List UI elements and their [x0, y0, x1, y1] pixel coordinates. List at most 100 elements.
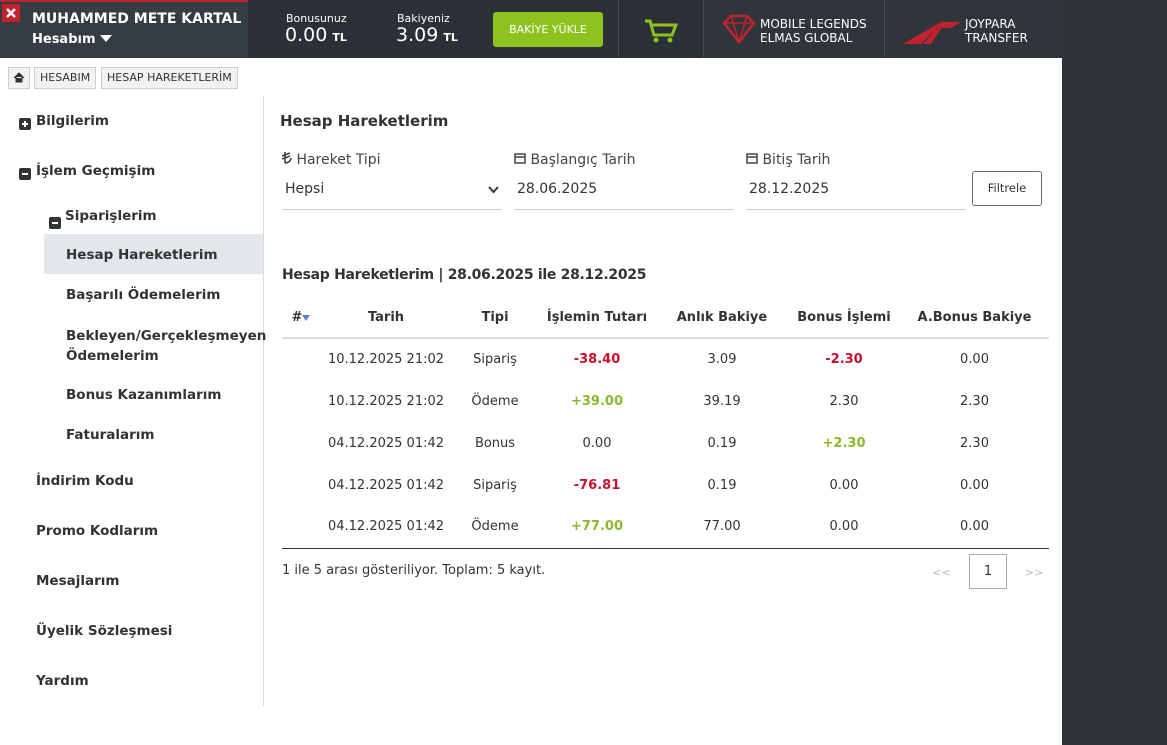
- table-cell: Ödeme: [471, 519, 519, 535]
- account-menu-label: Hesabım: [32, 32, 96, 47]
- table-summary: 1 ile 5 arası gösteriliyor. Toplam: 5 ka…: [282, 563, 546, 578]
- header-row: # Tarih Tipi İşlemin Tutarı Anlık Bakiye Bonu…: [282, 297, 1049, 339]
- close-icon[interactable]: [2, 4, 20, 22]
- sidebar-subitem[interactable]: Bekleyen/Gerçekleşmeyen Ödemelerim: [44, 316, 267, 376]
- table-cell: [282, 380, 320, 422]
- sidebar-item[interactable]: Promo Kodlarım: [36, 523, 159, 539]
- topup-button[interactable]: BAKİYE YÜKLE: [493, 12, 603, 47]
- divider: [618, 0, 619, 58]
- table-cell: [282, 464, 320, 506]
- promo-line: MOBILE LEGENDS: [760, 17, 867, 31]
- cart-icon[interactable]: [644, 18, 678, 44]
- filter-label: Hareket Tipi: [281, 152, 502, 168]
- table-cell: 0.19: [707, 435, 737, 451]
- column-header-label: Tarih: [367, 309, 405, 325]
- sidebar-item[interactable]: Mesajlarım: [36, 573, 120, 589]
- end-input[interactable]: 28.12.2025: [746, 176, 966, 210]
- filter-button[interactable]: Filtrele: [972, 171, 1042, 206]
- sidebar-item[interactable]: İndirim Kodu: [36, 473, 134, 489]
- breadcrumb-item[interactable]: HESABIM: [34, 67, 97, 89]
- sidebar-subitem[interactable]: Bonus Kazanımlarım: [44, 374, 263, 414]
- main-panel: [0, 58, 1062, 745]
- breadcrumb-home[interactable]: [8, 67, 30, 89]
- transactions-table: # Tarih Tipi İşlemin Tutarı Anlık Bakiye Bonu…: [282, 297, 1049, 549]
- bonus-amount: 0.00: [285, 24, 328, 46]
- table-cell: 3.09: [707, 352, 737, 367]
- bonus-balance: 0.00 TL: [285, 24, 347, 46]
- type-filter: Hareket Tipi Hepsi: [281, 152, 502, 210]
- table-cell: +2.30: [822, 435, 866, 451]
- pagination-prev[interactable]: <<: [932, 566, 951, 579]
- column-header-label: Anlık Bakiye: [676, 309, 768, 325]
- user-block: MUHAMMED METE KARTAL Hesabım: [0, 0, 248, 58]
- filter-label-text: Başlangıç Tarih: [530, 152, 636, 168]
- table-cell: 0.00: [829, 477, 859, 493]
- column-header[interactable]: #: [282, 297, 320, 339]
- table-cell: 39.19: [703, 393, 741, 409]
- column-header-label: Tipi: [481, 309, 509, 325]
- promo-mlbb[interactable]: MOBILE LEGENDS ELMAS GLOBAL: [703, 0, 883, 58]
- filter-label: Bitiş Tarih: [746, 152, 966, 168]
- toggle-icon: [19, 165, 31, 184]
- sidebar-subitem[interactable]: Hesap Hareketlerim: [44, 234, 263, 274]
- filter-label-text: Hareket Tipi: [296, 152, 381, 168]
- pagination-page[interactable]: 1: [969, 554, 1007, 589]
- content-title: Hesap Hareketlerim: [280, 112, 449, 130]
- sidebar-subitem-label: Hesap Hareketlerim: [66, 247, 218, 263]
- sidebar-subitem-label: Bonus Kazanımlarım: [66, 387, 222, 403]
- table-cell: -76.81: [573, 477, 621, 493]
- table-cell: 04.12.2025 01:42: [327, 477, 445, 493]
- sidebar-item[interactable]: Üyelik Sözleşmesi: [36, 623, 173, 639]
- filter-label-text: Bitiş Tarih: [762, 152, 831, 168]
- table-cell: 0.00: [829, 519, 859, 535]
- sidebar-subitem-label: Bekleyen/Gerçekleşmeyen Ödemelerim: [66, 328, 267, 364]
- column-header-label: İşlemin Tutarı: [546, 309, 648, 325]
- table-cell: +77.00: [570, 519, 623, 535]
- balance: 3.09 TL: [396, 24, 458, 46]
- toggle-icon: [19, 115, 31, 134]
- table-cell: 0.19: [707, 477, 737, 493]
- table-cell: 0.00: [582, 435, 612, 451]
- table-cell: 10.12.2025 21:02: [327, 352, 445, 367]
- table-cell: +39.00: [570, 393, 623, 409]
- table-row: 04.12.2025 01:42 Bonus 0.00 0.19 +2.30 2.30: [282, 422, 1049, 464]
- start-filter: Başlangıç Tarih 28.06.2025: [514, 152, 734, 210]
- table-cell: 10.12.2025 21:02: [327, 393, 445, 409]
- table-row: 04.12.2025 01:42 Ödeme +77.00 77.00 0.00 0.00: [282, 506, 1049, 548]
- column-header: Anlık Bakiye: [656, 297, 788, 339]
- type-select[interactable]: Hepsi: [282, 176, 502, 210]
- select-value: Hepsi: [285, 181, 325, 197]
- sidebar-group[interactable]: Siparişlerim: [65, 208, 157, 224]
- promo-joypara[interactable]: JOYPARA TRANSFER: [884, 0, 1064, 58]
- sidebar-subitem[interactable]: Başarılı Ödemelerim: [44, 274, 263, 314]
- breadcrumb-item[interactable]: HESAP HAREKETLERİM: [101, 67, 238, 89]
- column-header-label: Bonus İşlemi: [797, 309, 891, 325]
- table-body: 10.12.2025 21:02 Sipariş -38.40 3.09 -2.30 0.…: [282, 338, 1049, 548]
- account-menu[interactable]: Hesabım: [32, 32, 113, 47]
- sort-icon: [302, 310, 311, 325]
- sidebar-subitem[interactable]: Faturalarım: [44, 414, 263, 454]
- column-header-label: #: [291, 309, 303, 325]
- table-cell: [282, 338, 320, 380]
- table-cell: [282, 422, 320, 464]
- column-header: Bonus İşlemi: [788, 297, 900, 339]
- promo-line: ELMAS GLOBAL: [760, 31, 853, 45]
- start-input[interactable]: 28.06.2025: [514, 176, 734, 210]
- table-cell: Sipariş: [473, 477, 517, 493]
- promo-line: TRANSFER: [965, 31, 1028, 45]
- sidebar-border: [263, 96, 264, 706]
- column-header-label: A.Bonus Bakiye: [917, 309, 1032, 325]
- table-cell: 2.30: [960, 435, 989, 451]
- sidebar-item[interactable]: Bilgilerim: [36, 113, 109, 129]
- table-row: 10.12.2025 21:02 Ödeme +39.00 39.19 2.30 2.30: [282, 380, 1049, 422]
- toggle-icon: [49, 214, 61, 233]
- sidebar-item[interactable]: Yardım: [36, 673, 89, 689]
- table-cell: 77.00: [703, 519, 741, 535]
- end-filter: Bitiş Tarih 28.12.2025: [746, 152, 966, 210]
- table-cell: [282, 506, 320, 548]
- user-name: MUHAMMED METE KARTAL: [32, 11, 242, 27]
- pagination-next[interactable]: >>: [1025, 566, 1044, 579]
- sidebar-item[interactable]: İşlem Geçmişim: [36, 163, 156, 179]
